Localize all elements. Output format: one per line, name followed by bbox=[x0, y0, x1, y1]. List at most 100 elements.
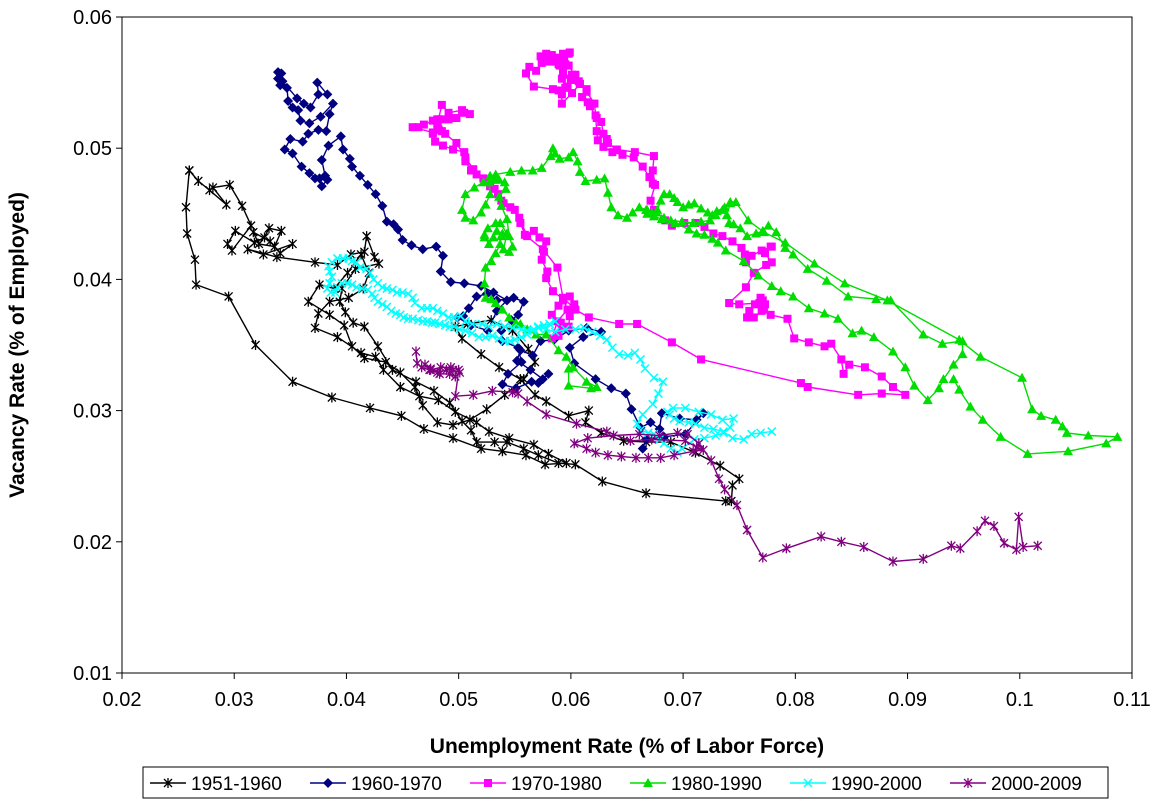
data-point bbox=[550, 148, 561, 158]
data-point bbox=[728, 237, 737, 246]
data-point bbox=[1112, 431, 1123, 441]
data-point bbox=[859, 542, 869, 553]
data-point bbox=[560, 324, 570, 334]
data-point bbox=[277, 76, 288, 87]
data-point bbox=[504, 231, 515, 241]
data-point bbox=[208, 182, 218, 193]
data-point bbox=[625, 435, 635, 446]
data-point bbox=[325, 266, 335, 277]
data-point bbox=[742, 231, 753, 241]
data-point bbox=[877, 372, 886, 381]
data-point bbox=[448, 420, 458, 431]
data-point bbox=[373, 297, 383, 307]
data-point bbox=[435, 266, 446, 277]
y-tick-label: 0.01 bbox=[73, 663, 112, 685]
data-point bbox=[578, 93, 587, 102]
data-point bbox=[487, 385, 497, 396]
data-point bbox=[563, 380, 574, 390]
data-point bbox=[587, 327, 597, 337]
data-point bbox=[418, 400, 428, 411]
data-point bbox=[356, 249, 366, 260]
x-tick-label: 0.06 bbox=[551, 689, 590, 711]
data-point bbox=[547, 310, 556, 319]
data-point bbox=[479, 278, 490, 288]
data-point bbox=[1061, 427, 1072, 437]
data-point bbox=[419, 423, 429, 434]
data-point bbox=[771, 227, 782, 237]
x-tick-label: 0.11 bbox=[1113, 689, 1150, 711]
data-point bbox=[387, 364, 397, 375]
data-point bbox=[656, 452, 666, 463]
data-point bbox=[568, 147, 579, 157]
data-point bbox=[699, 423, 709, 433]
data-point bbox=[718, 428, 729, 438]
data-point bbox=[515, 213, 524, 222]
data-point bbox=[190, 254, 200, 265]
series-2000-2009 bbox=[411, 346, 1043, 567]
data-point bbox=[561, 83, 570, 92]
data-point bbox=[272, 252, 282, 263]
data-point bbox=[683, 429, 693, 440]
data-point bbox=[485, 189, 496, 199]
data-point bbox=[564, 61, 573, 70]
data-point bbox=[445, 277, 456, 288]
data-point bbox=[474, 332, 484, 342]
data-point bbox=[516, 218, 525, 227]
data-point bbox=[254, 238, 264, 249]
data-point bbox=[553, 317, 562, 326]
data-point bbox=[449, 145, 458, 154]
data-point bbox=[648, 211, 659, 221]
data-point bbox=[563, 305, 572, 314]
data-point bbox=[717, 204, 728, 214]
data-point bbox=[683, 224, 694, 234]
data-point bbox=[495, 238, 506, 248]
data-point bbox=[725, 299, 734, 308]
data-point bbox=[718, 427, 729, 437]
data-point bbox=[711, 430, 721, 441]
data-point bbox=[845, 360, 854, 369]
data-point bbox=[406, 240, 417, 251]
data-point bbox=[504, 246, 515, 256]
data-point bbox=[472, 417, 482, 428]
data-point bbox=[454, 364, 464, 375]
data-point bbox=[608, 148, 617, 157]
data-point bbox=[325, 278, 335, 288]
data-point bbox=[583, 433, 593, 444]
legend-marker bbox=[643, 778, 653, 787]
data-point bbox=[597, 117, 606, 126]
data-point bbox=[749, 313, 758, 322]
data-point bbox=[444, 115, 453, 124]
data-point bbox=[429, 385, 439, 396]
data-point bbox=[691, 228, 702, 238]
data-point bbox=[332, 253, 342, 263]
data-point bbox=[634, 202, 645, 212]
data-point bbox=[591, 381, 602, 391]
data-point bbox=[510, 335, 520, 345]
data-point bbox=[371, 351, 381, 362]
data-point bbox=[516, 332, 527, 342]
data-point bbox=[673, 427, 682, 438]
data-point bbox=[460, 212, 471, 222]
data-point bbox=[717, 415, 727, 425]
data-point bbox=[955, 543, 965, 554]
data-point bbox=[497, 304, 508, 314]
data-point bbox=[513, 388, 523, 399]
data-point bbox=[819, 308, 830, 318]
data-point bbox=[480, 292, 491, 302]
data-point bbox=[251, 340, 261, 350]
data-point bbox=[276, 225, 286, 236]
data-point bbox=[529, 439, 539, 450]
data-point bbox=[426, 364, 436, 375]
data-point bbox=[392, 287, 402, 298]
data-point bbox=[449, 322, 459, 332]
data-point bbox=[564, 49, 573, 58]
data-point bbox=[664, 189, 675, 199]
data-point bbox=[1050, 414, 1061, 424]
data-point bbox=[184, 165, 194, 176]
data-point bbox=[572, 156, 583, 166]
data-point bbox=[745, 306, 754, 315]
data-point bbox=[977, 414, 988, 424]
data-point bbox=[484, 426, 494, 437]
data-point bbox=[989, 521, 999, 532]
data-point bbox=[972, 526, 982, 537]
